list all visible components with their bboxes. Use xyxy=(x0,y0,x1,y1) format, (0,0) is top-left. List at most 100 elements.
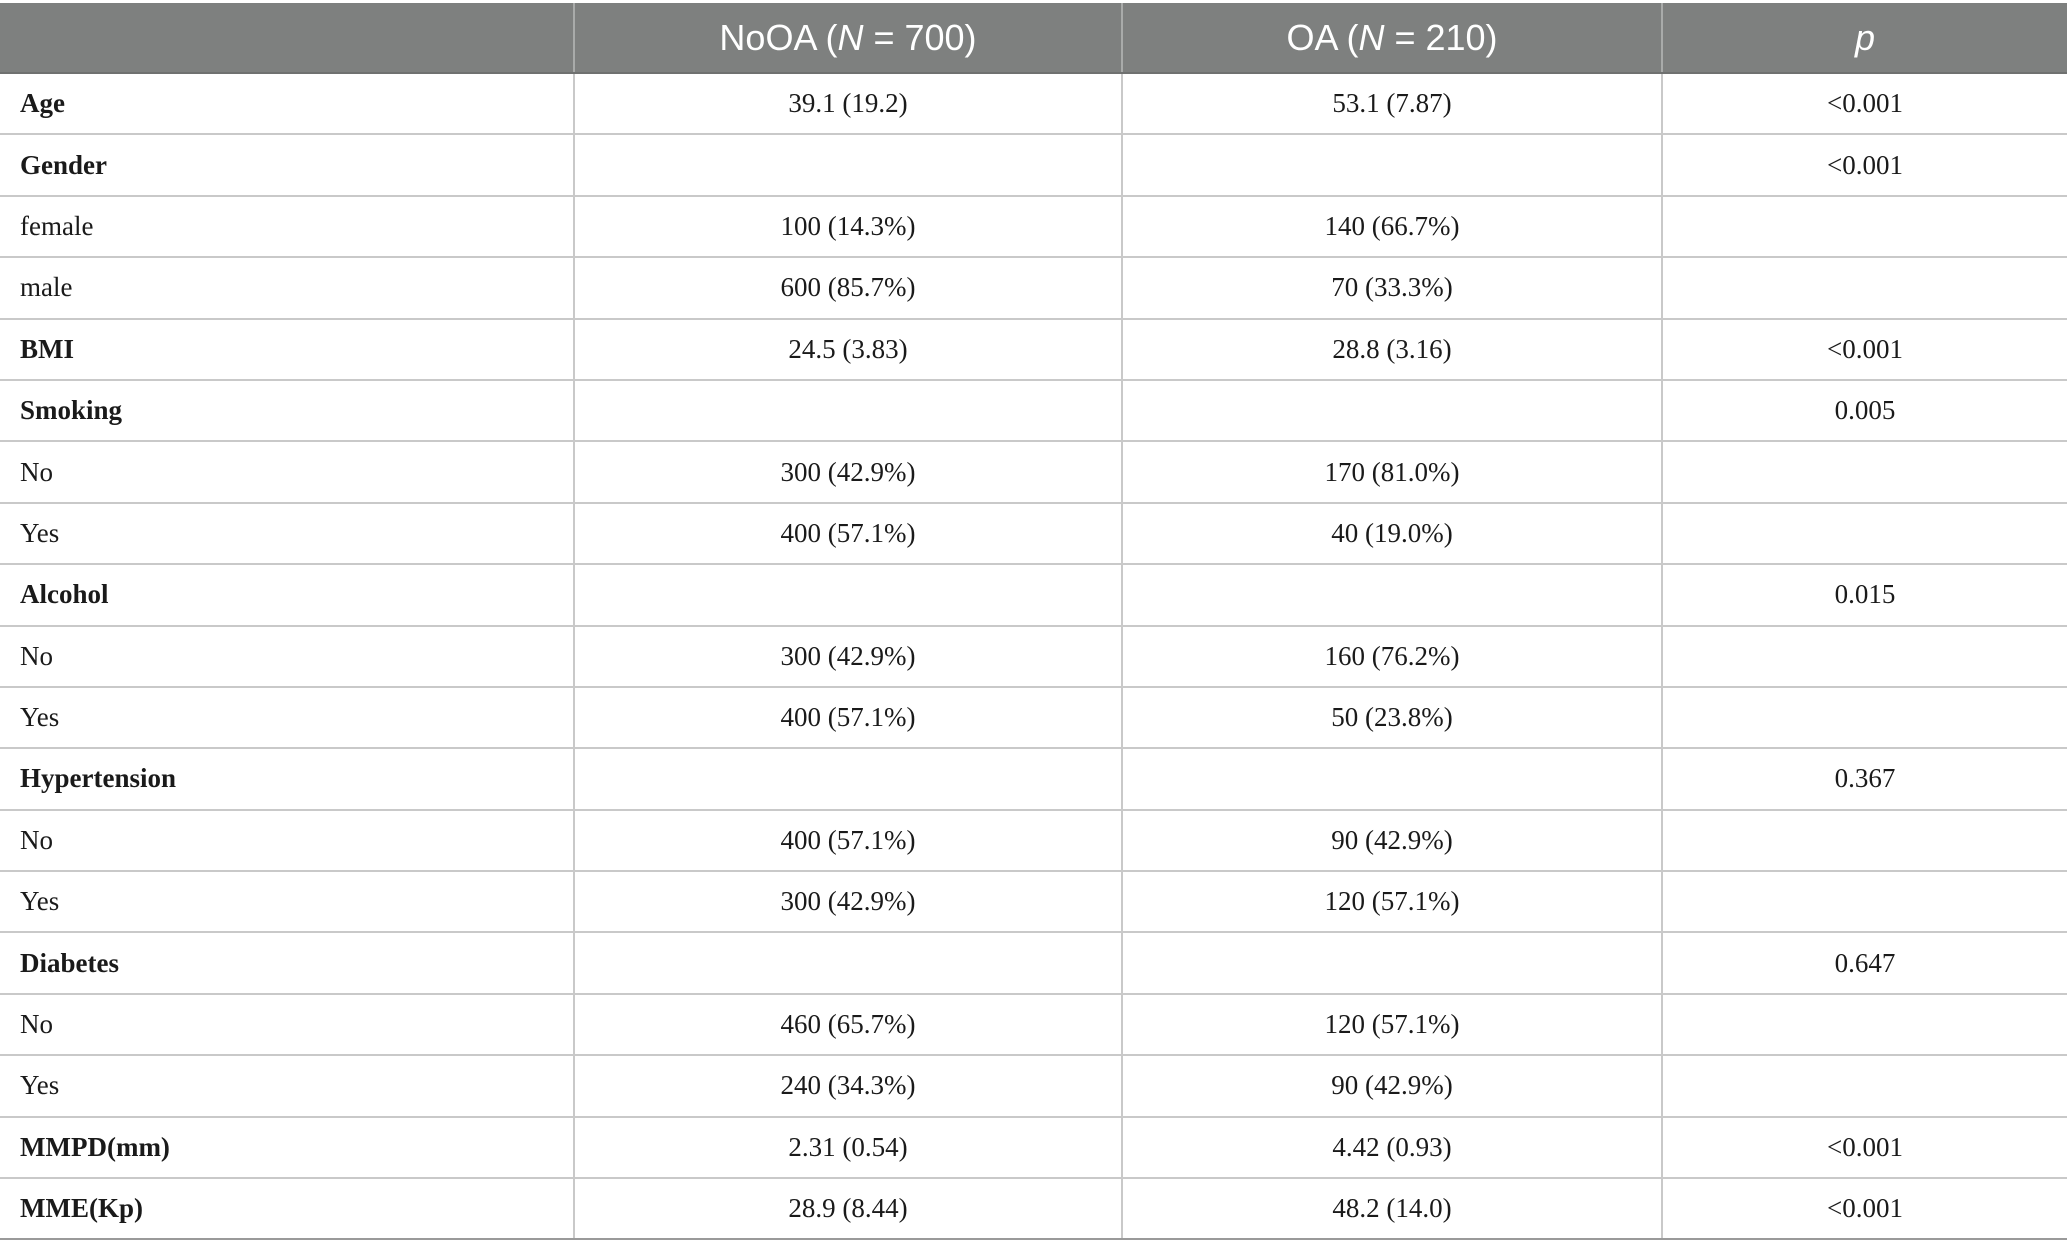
cell-p-value: <0.001 xyxy=(1661,1116,2067,1180)
cell-p-value: 0.015 xyxy=(1661,564,2067,627)
row-label: Alcohol xyxy=(0,564,574,627)
cell-p-value xyxy=(1661,686,2067,750)
cell-noa xyxy=(573,379,1122,443)
cell-noa: 28.9 (8.44) xyxy=(573,1178,1122,1241)
cell-oa xyxy=(1121,748,1662,811)
table-row: Yes 240 (34.3%) 90 (42.9%) xyxy=(0,1055,2067,1118)
table-row: MME(Kp) 28.9 (8.44) 48.2 (14.0) <0.001 xyxy=(0,1178,2067,1241)
table-row: Age 39.1 (19.2) 53.1 (7.87) <0.001 xyxy=(0,73,2067,136)
table-row: female 100 (14.3%) 140 (66.7%) xyxy=(0,195,2067,259)
row-label: Yes xyxy=(0,686,574,750)
row-label: MMPD(mm) xyxy=(0,1116,574,1180)
cell-p-value xyxy=(1661,625,2067,688)
table-row: No 300 (42.9%) 170 (81.0%) xyxy=(0,441,2067,504)
cell-p-value xyxy=(1661,257,2067,320)
cell-p-value: 0.367 xyxy=(1661,748,2067,811)
row-label: Hypertension xyxy=(0,748,574,811)
cell-oa: 170 (81.0%) xyxy=(1121,441,1662,504)
cell-p-value xyxy=(1661,502,2067,566)
table-row: BMI 24.5 (3.83) 28.8 (3.16) <0.001 xyxy=(0,318,2067,381)
row-label: Gender xyxy=(0,134,574,197)
row-label: Yes xyxy=(0,502,574,566)
cell-p-value: 0.647 xyxy=(1661,932,2067,995)
row-label: No xyxy=(0,441,574,504)
table-row: No 400 (57.1%) 90 (42.9%) xyxy=(0,809,2067,873)
cell-p-value xyxy=(1661,871,2067,934)
table-row: No 300 (42.9%) 160 (76.2%) xyxy=(0,625,2067,688)
cell-p-value: <0.001 xyxy=(1661,1178,2067,1241)
table-row: male 600 (85.7%) 70 (33.3%) xyxy=(0,257,2067,320)
table-row: Yes 300 (42.9%) 120 (57.1%) xyxy=(0,871,2067,934)
cell-oa xyxy=(1121,379,1662,443)
cell-oa: 90 (42.9%) xyxy=(1121,809,1662,873)
row-label: BMI xyxy=(0,318,574,381)
cell-noa: 2.31 (0.54) xyxy=(573,1116,1122,1180)
table-row: No 460 (65.7%) 120 (57.1%) xyxy=(0,993,2067,1057)
cell-oa xyxy=(1121,564,1662,627)
cell-oa: 50 (23.8%) xyxy=(1121,686,1662,750)
cell-oa: 4.42 (0.93) xyxy=(1121,1116,1662,1180)
table-row: Alcohol 0.015 xyxy=(0,564,2067,627)
table-row: Smoking 0.005 xyxy=(0,379,2067,443)
cell-noa: 600 (85.7%) xyxy=(573,257,1122,320)
cell-oa: 53.1 (7.87) xyxy=(1121,73,1662,136)
header-variable xyxy=(0,3,574,74)
row-label: No xyxy=(0,625,574,688)
row-label: Yes xyxy=(0,871,574,934)
table-row: MMPD(mm) 2.31 (0.54) 4.42 (0.93) <0.001 xyxy=(0,1116,2067,1180)
cell-noa: 300 (42.9%) xyxy=(573,441,1122,504)
header-row: NoOA (N = 700) OA (N = 210) p xyxy=(0,3,2067,74)
cell-oa: 48.2 (14.0) xyxy=(1121,1178,1662,1241)
header-p: p xyxy=(1854,16,1876,58)
cell-oa: 28.8 (3.16) xyxy=(1121,318,1662,381)
cell-noa: 400 (57.1%) xyxy=(573,502,1122,566)
header-oa-prefix: OA ( xyxy=(1286,16,1359,58)
header-p-value: p xyxy=(1661,3,2067,74)
cell-oa: 120 (57.1%) xyxy=(1121,871,1662,934)
header-oa: OA (N = 210) xyxy=(1121,3,1662,74)
cell-noa: 400 (57.1%) xyxy=(573,809,1122,873)
row-label: male xyxy=(0,257,574,320)
baseline-characteristics-table-container: No OA ( N = 700) OA (N = 210) p Age 39.1 (1… xyxy=(0,3,2067,1241)
row-label: Age xyxy=(0,73,574,136)
cell-p-value: <0.001 xyxy=(1661,73,2067,136)
cell-noa: 24.5 (3.83) xyxy=(573,318,1122,381)
row-label: Diabetes xyxy=(0,932,574,995)
header-oa-suffix: = 210) xyxy=(1384,16,1498,58)
row-label: female xyxy=(0,195,574,259)
cell-noa: 300 (42.9%) xyxy=(573,871,1122,934)
table-row: Yes 400 (57.1%) 40 (19.0%) xyxy=(0,502,2067,566)
cell-oa: 120 (57.1%) xyxy=(1121,993,1662,1057)
cell-noa: 100 (14.3%) xyxy=(573,195,1122,259)
cell-p-value: <0.001 xyxy=(1661,318,2067,381)
cell-noa: 400 (57.1%) xyxy=(573,686,1122,750)
cell-noa xyxy=(573,748,1122,811)
cell-oa: 70 (33.3%) xyxy=(1121,257,1662,320)
cell-p-value xyxy=(1661,441,2067,504)
row-label: Smoking xyxy=(0,379,574,443)
cell-p-value xyxy=(1661,1055,2067,1118)
baseline-characteristics-table: No OA ( N = 700) OA (N = 210) p Age 39.1 (1… xyxy=(0,3,2067,1241)
table-row: Yes 400 (57.1%) 50 (23.8%) xyxy=(0,686,2067,750)
cell-noa: 460 (65.7%) xyxy=(573,993,1122,1057)
table-header: NoOA (N = 700) OA (N = 210) p xyxy=(0,3,2067,74)
row-label: No xyxy=(0,993,574,1057)
cell-p-value: <0.001 xyxy=(1661,134,2067,197)
cell-oa: 160 (76.2%) xyxy=(1121,625,1662,688)
cell-p-value xyxy=(1661,195,2067,259)
cell-p-value: 0.005 xyxy=(1661,379,2067,443)
cell-noa xyxy=(573,564,1122,627)
cell-oa: 140 (66.7%) xyxy=(1121,195,1662,259)
cell-p-value xyxy=(1661,809,2067,873)
row-label: Yes xyxy=(0,1055,574,1118)
header-noa-n: N xyxy=(837,16,864,58)
cell-noa: 240 (34.3%) xyxy=(573,1055,1122,1118)
table-row: Diabetes 0.647 xyxy=(0,932,2067,995)
cell-noa: 39.1 (19.2) xyxy=(573,73,1122,136)
row-label: MME(Kp) xyxy=(0,1178,574,1241)
table-body: Age 39.1 (19.2) 53.1 (7.87) <0.001 Gender <0.… xyxy=(0,73,2067,1241)
header-noa-suffix: = 700) xyxy=(863,16,977,58)
row-label: No xyxy=(0,809,574,873)
cell-noa xyxy=(573,932,1122,995)
cell-oa: 90 (42.9%) xyxy=(1121,1055,1662,1118)
